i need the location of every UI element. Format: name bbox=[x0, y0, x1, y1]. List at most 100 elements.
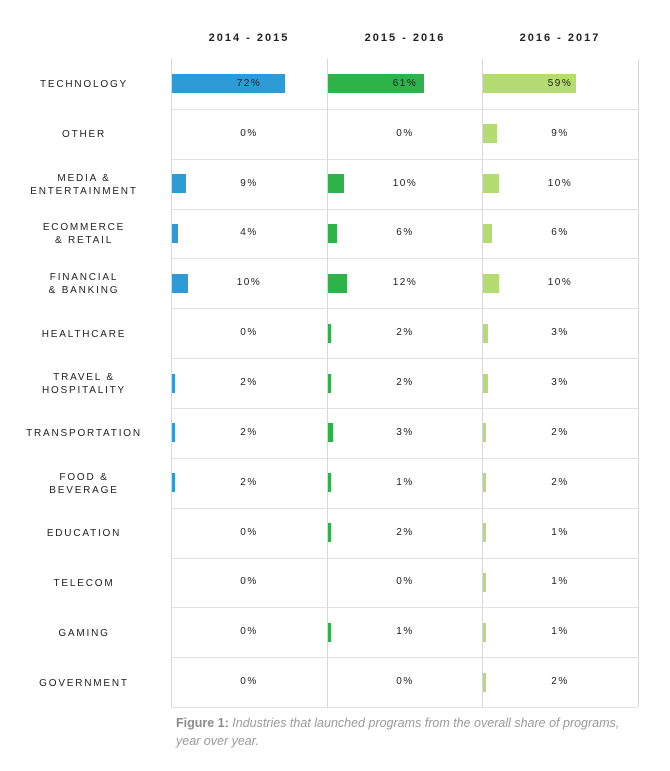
value-label: 2% bbox=[551, 476, 569, 488]
grid-hline bbox=[171, 108, 638, 110]
grid-hline bbox=[171, 208, 638, 210]
figure-caption: Figure 1: Industries that launched progr… bbox=[176, 714, 646, 750]
row-label: EDUCATION bbox=[46, 528, 122, 540]
bar-3 bbox=[483, 373, 488, 393]
bar-1 bbox=[172, 373, 176, 393]
row-label: FOOD & BEVERAGE bbox=[49, 471, 119, 496]
grid-hline bbox=[171, 607, 638, 609]
bar-3 bbox=[483, 423, 487, 443]
value-label: 1% bbox=[551, 526, 569, 538]
bar-3 bbox=[483, 174, 499, 194]
bar-1 bbox=[172, 273, 188, 293]
bar-1 bbox=[172, 423, 176, 443]
row-label: FINANCIAL & BANKING bbox=[48, 272, 120, 297]
row-label: GAMING bbox=[58, 627, 110, 639]
grid-hline bbox=[171, 407, 638, 409]
value-label: 10% bbox=[392, 177, 418, 189]
bar-3 bbox=[483, 473, 487, 493]
value-label: 9% bbox=[240, 177, 258, 189]
row-label: GOVERNMENT bbox=[39, 677, 129, 689]
grid-vline bbox=[638, 59, 639, 708]
bar-3 bbox=[483, 672, 487, 692]
value-label: 2% bbox=[240, 377, 258, 389]
value-label: 4% bbox=[240, 227, 258, 239]
value-label: 1% bbox=[396, 476, 414, 488]
value-label: 2% bbox=[551, 426, 569, 438]
row-label: TELECOM bbox=[53, 577, 115, 589]
row-label: TECHNOLOGY bbox=[39, 79, 128, 91]
bar-3 bbox=[483, 223, 493, 243]
grid-hline bbox=[171, 707, 638, 709]
value-label: 72% bbox=[236, 77, 262, 89]
value-label: 2% bbox=[240, 476, 258, 488]
value-label: 2% bbox=[396, 526, 414, 538]
column-header-1: 2014 - 2015 bbox=[208, 32, 290, 44]
value-label: 3% bbox=[551, 377, 569, 389]
value-label: 0% bbox=[396, 576, 414, 588]
bar-2 bbox=[328, 373, 332, 393]
value-label: 2% bbox=[551, 676, 569, 688]
row-label: TRANSPORTATION bbox=[26, 428, 142, 440]
value-label: 0% bbox=[240, 526, 258, 538]
value-label: 6% bbox=[396, 227, 414, 239]
row-label: TRAVEL & HOSPITALITY bbox=[41, 372, 127, 397]
value-label: 2% bbox=[396, 377, 414, 389]
grid-hline bbox=[171, 308, 638, 310]
value-label: 2% bbox=[240, 426, 258, 438]
bar-2 bbox=[328, 74, 424, 94]
grid-vline bbox=[327, 59, 328, 708]
figure-number: Figure 1: bbox=[176, 716, 229, 730]
value-label: 0% bbox=[240, 327, 258, 339]
value-label: 1% bbox=[551, 626, 569, 638]
row-label: HEALTHCARE bbox=[41, 328, 127, 340]
grid-hline bbox=[171, 258, 638, 260]
value-label: 3% bbox=[551, 327, 569, 339]
bar-1 bbox=[172, 223, 179, 243]
grid-hline bbox=[171, 158, 638, 160]
value-label: 1% bbox=[551, 576, 569, 588]
figure-description: Industries that launched programs from t… bbox=[176, 716, 620, 748]
row-label: MEDIA & ENTERTAINMENT bbox=[30, 172, 138, 197]
bar-2 bbox=[328, 423, 333, 443]
value-label: 0% bbox=[240, 626, 258, 638]
value-label: 6% bbox=[551, 227, 569, 239]
grid-vline bbox=[171, 59, 172, 708]
row-label: ECOMMERCE & RETAIL bbox=[42, 222, 126, 247]
bar-3 bbox=[483, 323, 488, 343]
bar-2 bbox=[328, 323, 332, 343]
grid-vline bbox=[482, 59, 483, 708]
value-label: 0% bbox=[240, 576, 258, 588]
bar-2 bbox=[328, 273, 347, 293]
bar-2 bbox=[328, 622, 331, 642]
bar-1 bbox=[172, 174, 187, 194]
bar-1 bbox=[172, 74, 285, 94]
value-label: 9% bbox=[551, 127, 569, 139]
column-header-2: 2015 - 2016 bbox=[364, 32, 446, 44]
bar-1 bbox=[172, 473, 176, 493]
value-label: 10% bbox=[547, 177, 573, 189]
grid-hline bbox=[171, 507, 638, 509]
bar-3 bbox=[483, 273, 499, 293]
bar-3 bbox=[483, 74, 576, 94]
value-label: 0% bbox=[396, 127, 414, 139]
bar-3 bbox=[483, 622, 486, 642]
value-label: 0% bbox=[240, 676, 258, 688]
bar-2 bbox=[328, 473, 331, 493]
value-label: 0% bbox=[240, 127, 258, 139]
row-label: OTHER bbox=[62, 129, 106, 141]
value-label: 1% bbox=[396, 626, 414, 638]
grid-hline bbox=[171, 457, 638, 459]
grid-hline bbox=[171, 657, 638, 659]
bar-2 bbox=[328, 523, 332, 543]
value-label: 2% bbox=[396, 327, 414, 339]
value-label: 3% bbox=[396, 426, 414, 438]
bar-2 bbox=[328, 223, 338, 243]
column-header-3: 2016 - 2017 bbox=[519, 32, 601, 44]
value-label: 59% bbox=[547, 77, 573, 89]
bar-3 bbox=[483, 572, 486, 592]
bar-3 bbox=[483, 523, 486, 543]
bar-2 bbox=[328, 174, 344, 194]
value-label: 61% bbox=[392, 77, 418, 89]
value-label: 12% bbox=[392, 277, 418, 289]
grid-hline bbox=[171, 358, 638, 360]
